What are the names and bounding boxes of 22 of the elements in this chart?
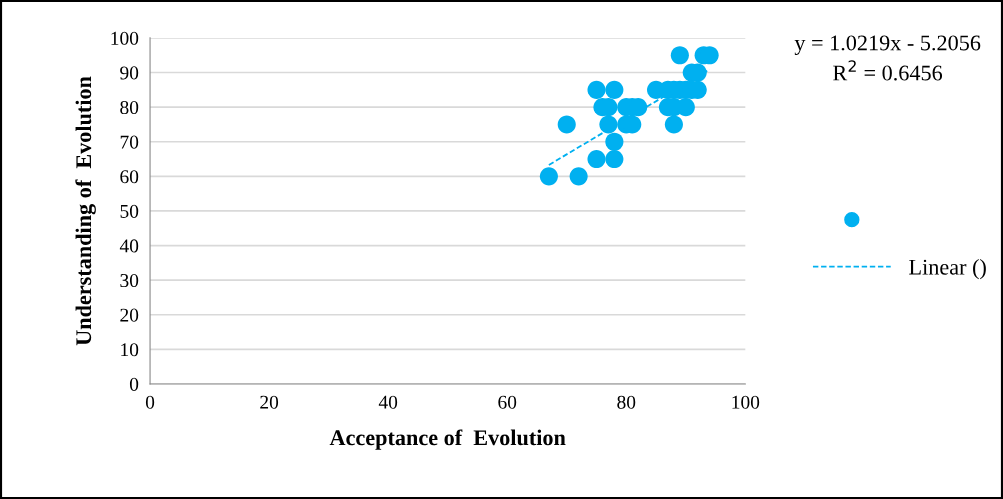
y-tick-label: 60 [120, 170, 139, 184]
y-tick-label: 50 [120, 204, 139, 218]
y-tick-label: 10 [121, 343, 139, 357]
x-tick-label: 60 [498, 395, 517, 409]
y-tick-label: 30 [120, 273, 139, 288]
y-axis-title: Understanding of Evolution [75, 76, 96, 346]
x-tick-label: 20 [260, 395, 279, 409]
y-tick-label: 0 [129, 377, 139, 391]
text: y = 1.0219x - 5.2056 [794, 35, 981, 55]
y-tick-label: 70 [120, 135, 139, 149]
text: R$^{2}$ = 0.6456 [833, 60, 943, 81]
x-tick-label: 100 [732, 395, 760, 409]
y-tick-label: 100 [111, 31, 139, 45]
y-tick-label: 20 [120, 308, 139, 322]
x-tick-label: 0 [145, 395, 155, 409]
y-tick-label: 90 [120, 66, 139, 80]
x-tick-label: 40 [378, 395, 398, 409]
y-tick-label: 40 [119, 239, 139, 253]
legend-label: Linear () [909, 259, 986, 280]
x-tick-label: 80 [617, 395, 636, 409]
x-axis-title: Acceptance of Evolution [329, 429, 566, 450]
y-tick-label: 80 [120, 100, 139, 115]
